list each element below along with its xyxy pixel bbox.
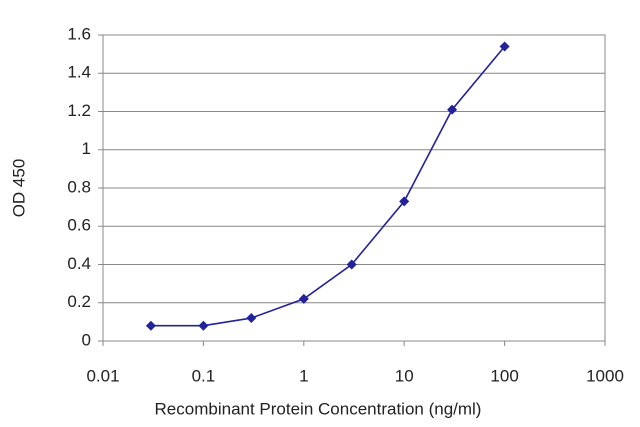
y-tick-label: 1.6 <box>67 24 91 43</box>
y-tick-label: 1.4 <box>67 63 91 82</box>
x-tick-label: 100 <box>490 366 518 385</box>
data-line <box>150 45 506 327</box>
y-tick-label: 1 <box>82 139 91 158</box>
y-tick-label: 0.4 <box>67 254 91 273</box>
data-marker <box>447 104 458 115</box>
x-tick-label: 0.1 <box>192 366 216 385</box>
x-tick-label: 0.01 <box>86 366 119 385</box>
y-tick-label: 0.2 <box>67 292 91 311</box>
data-marker <box>246 313 257 324</box>
y-axis-label: OD 450 <box>9 159 28 218</box>
data-marker <box>499 41 510 52</box>
data-marker <box>298 293 309 304</box>
y-tick-label: 0 <box>82 330 91 349</box>
x-axis-label: Recombinant Protein Concentration (ng/ml… <box>155 399 482 418</box>
y-tick-label: 0.6 <box>67 216 91 235</box>
data-marker <box>198 320 209 331</box>
x-tick-label: 1000 <box>586 366 624 385</box>
x-tick-label: 1 <box>299 366 308 385</box>
data-marker <box>399 196 410 207</box>
data-marker <box>346 259 357 270</box>
data-marker <box>145 320 156 331</box>
y-tick-label: 0.8 <box>67 177 91 196</box>
y-tick-label: 1.2 <box>67 101 91 120</box>
x-tick-label: 10 <box>395 366 414 385</box>
